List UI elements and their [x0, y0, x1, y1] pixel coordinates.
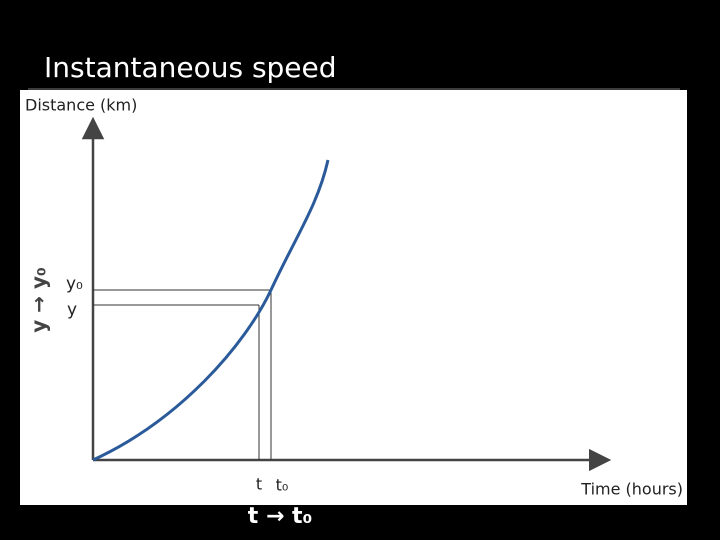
diagram-panel: [20, 90, 687, 505]
y-limit-note: y → y₀: [27, 267, 51, 333]
y-label: y: [67, 300, 77, 320]
x-axis-label: Time (hours): [580, 480, 683, 499]
y-axis-label: Distance (km): [25, 96, 137, 115]
slide-title: Instantaneous speed: [44, 51, 337, 84]
y0-label: y₀: [66, 274, 83, 294]
t-label: t: [256, 475, 262, 494]
t0-label: t₀: [276, 476, 289, 495]
distance-curve: [92, 159, 330, 462]
x-limit-note: t → t₀: [248, 504, 312, 529]
